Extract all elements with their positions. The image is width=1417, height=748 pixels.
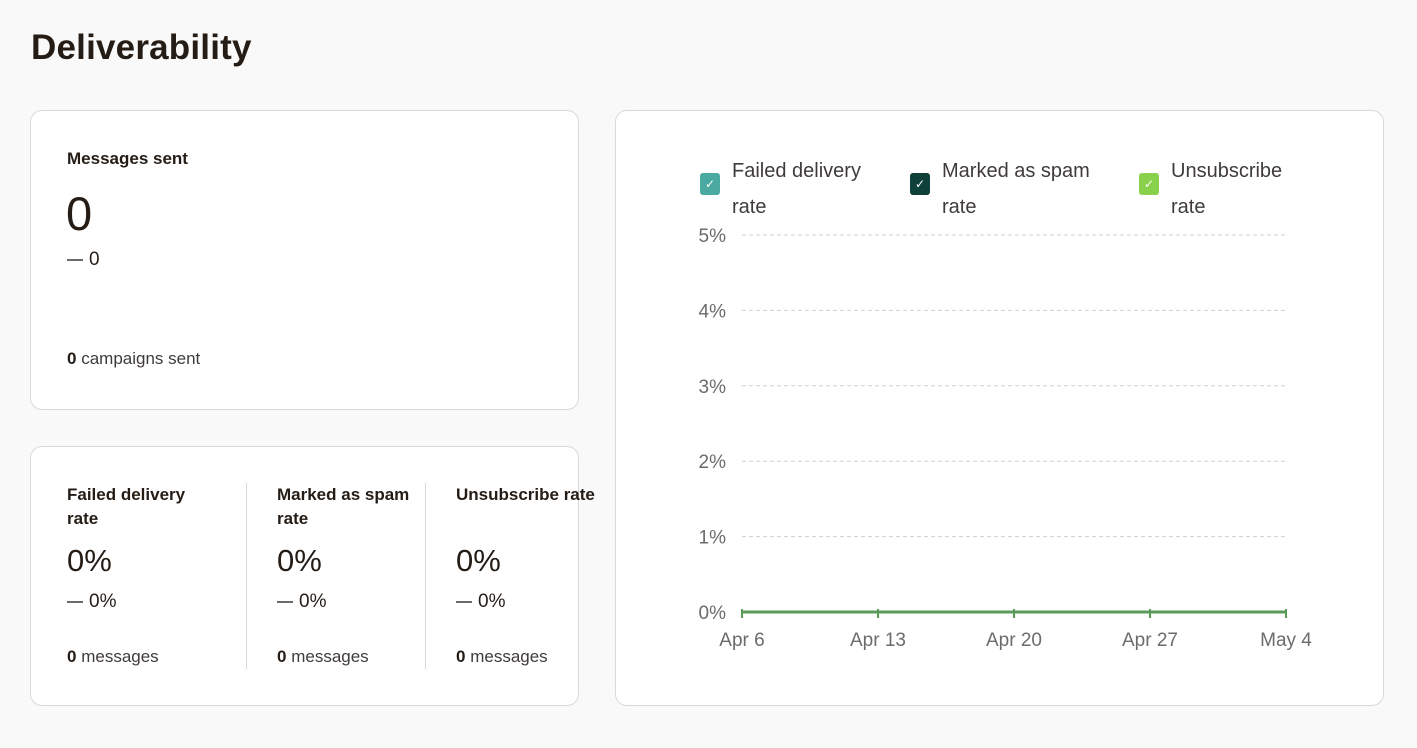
rate-delta: 0% <box>277 591 326 613</box>
x-tick-label: Apr 20 <box>986 630 1042 651</box>
legend-label: Unsubscribe rate <box>1171 160 1283 218</box>
rate-count-label: messages <box>81 647 159 666</box>
rate-label: Marked as spam rate <box>277 485 410 528</box>
rate-label: Failed delivery rate <box>67 485 186 528</box>
rate-footnote: 0 messages <box>67 647 159 667</box>
checkbox-check-icon[interactable]: ✓ <box>910 173 930 195</box>
rate-label: Unsubscribe rate <box>456 485 595 504</box>
rate-count: 0 <box>277 647 287 666</box>
y-tick-label: 2% <box>699 452 727 473</box>
line-chart: 0% 1% 2% 3% 4% 5% Apr 6 Apr 13 Apr 20 Apr 27 May 4 <box>699 226 1313 651</box>
y-tick-label: 3% <box>699 377 727 398</box>
failed-delivery-rate-column: Failed delivery rate 0% 0% 0 messages <box>67 483 245 669</box>
rate-count: 0 <box>67 647 77 666</box>
dash-icon <box>67 259 83 261</box>
messages-sent-card: Messages sent 0 0 0 campaigns sent <box>30 110 579 410</box>
messages-sent-delta-value: 0 <box>89 249 100 270</box>
rate-count-label: messages <box>291 647 369 666</box>
rate-delta-value: 0% <box>478 591 506 612</box>
legend-label: Failed delivery rate <box>732 160 861 218</box>
marked-as-spam-rate-column: Marked as spam rate 0% 0% 0 messages <box>246 483 424 669</box>
y-tick-label: 0% <box>699 603 727 624</box>
campaigns-sent-footnote: 0 campaigns sent <box>67 349 200 369</box>
campaigns-sent-label: campaigns sent <box>81 349 201 368</box>
y-tick-label: 1% <box>699 528 727 549</box>
rate-count-label: messages <box>470 647 548 666</box>
dash-icon <box>277 601 293 603</box>
legend-item-marked-as-spam[interactable]: ✓ Marked as spam rate <box>910 153 1112 225</box>
rate-footnote: 0 messages <box>277 647 369 667</box>
rate-footnote: 0 messages <box>456 647 548 667</box>
x-tick-label: May 4 <box>1260 630 1312 651</box>
page-title: Deliverability <box>31 28 252 67</box>
rate-delta-value: 0% <box>89 591 117 612</box>
rate-value: 0% <box>67 543 112 578</box>
rate-delta: 0% <box>456 591 505 613</box>
x-tick-label: Apr 13 <box>850 630 906 651</box>
rates-chart-card: ✓ Failed delivery rate ✓ Marked as spam … <box>615 110 1384 706</box>
rates-card: Failed delivery rate 0% 0% 0 messages Ma… <box>30 446 595 706</box>
rate-count: 0 <box>456 647 466 666</box>
dash-icon <box>67 601 83 603</box>
rate-delta-value: 0% <box>299 591 327 612</box>
legend-label: Marked as spam rate <box>942 160 1090 218</box>
y-tick-label: 5% <box>699 226 727 247</box>
rate-value: 0% <box>456 543 501 578</box>
messages-sent-label: Messages sent <box>67 149 188 168</box>
messages-sent-value: 0 <box>66 187 93 240</box>
x-tick-label: Apr 27 <box>1122 630 1178 651</box>
checkbox-check-icon[interactable]: ✓ <box>700 173 720 195</box>
legend-item-failed-delivery[interactable]: ✓ Failed delivery rate <box>700 153 872 225</box>
campaigns-sent-count: 0 <box>67 349 77 368</box>
rate-delta: 0% <box>67 591 116 613</box>
dash-icon <box>456 601 472 603</box>
checkbox-check-icon[interactable]: ✓ <box>1139 173 1159 195</box>
rate-value: 0% <box>277 543 322 578</box>
messages-sent-delta: 0 <box>67 249 100 271</box>
legend-item-unsubscribe[interactable]: ✓ Unsubscribe rate <box>1139 153 1301 225</box>
x-tick-label: Apr 6 <box>719 630 764 651</box>
unsubscribe-rate-column: Unsubscribe rate 0% 0% 0 messages <box>425 483 603 669</box>
y-tick-label: 4% <box>699 301 727 322</box>
